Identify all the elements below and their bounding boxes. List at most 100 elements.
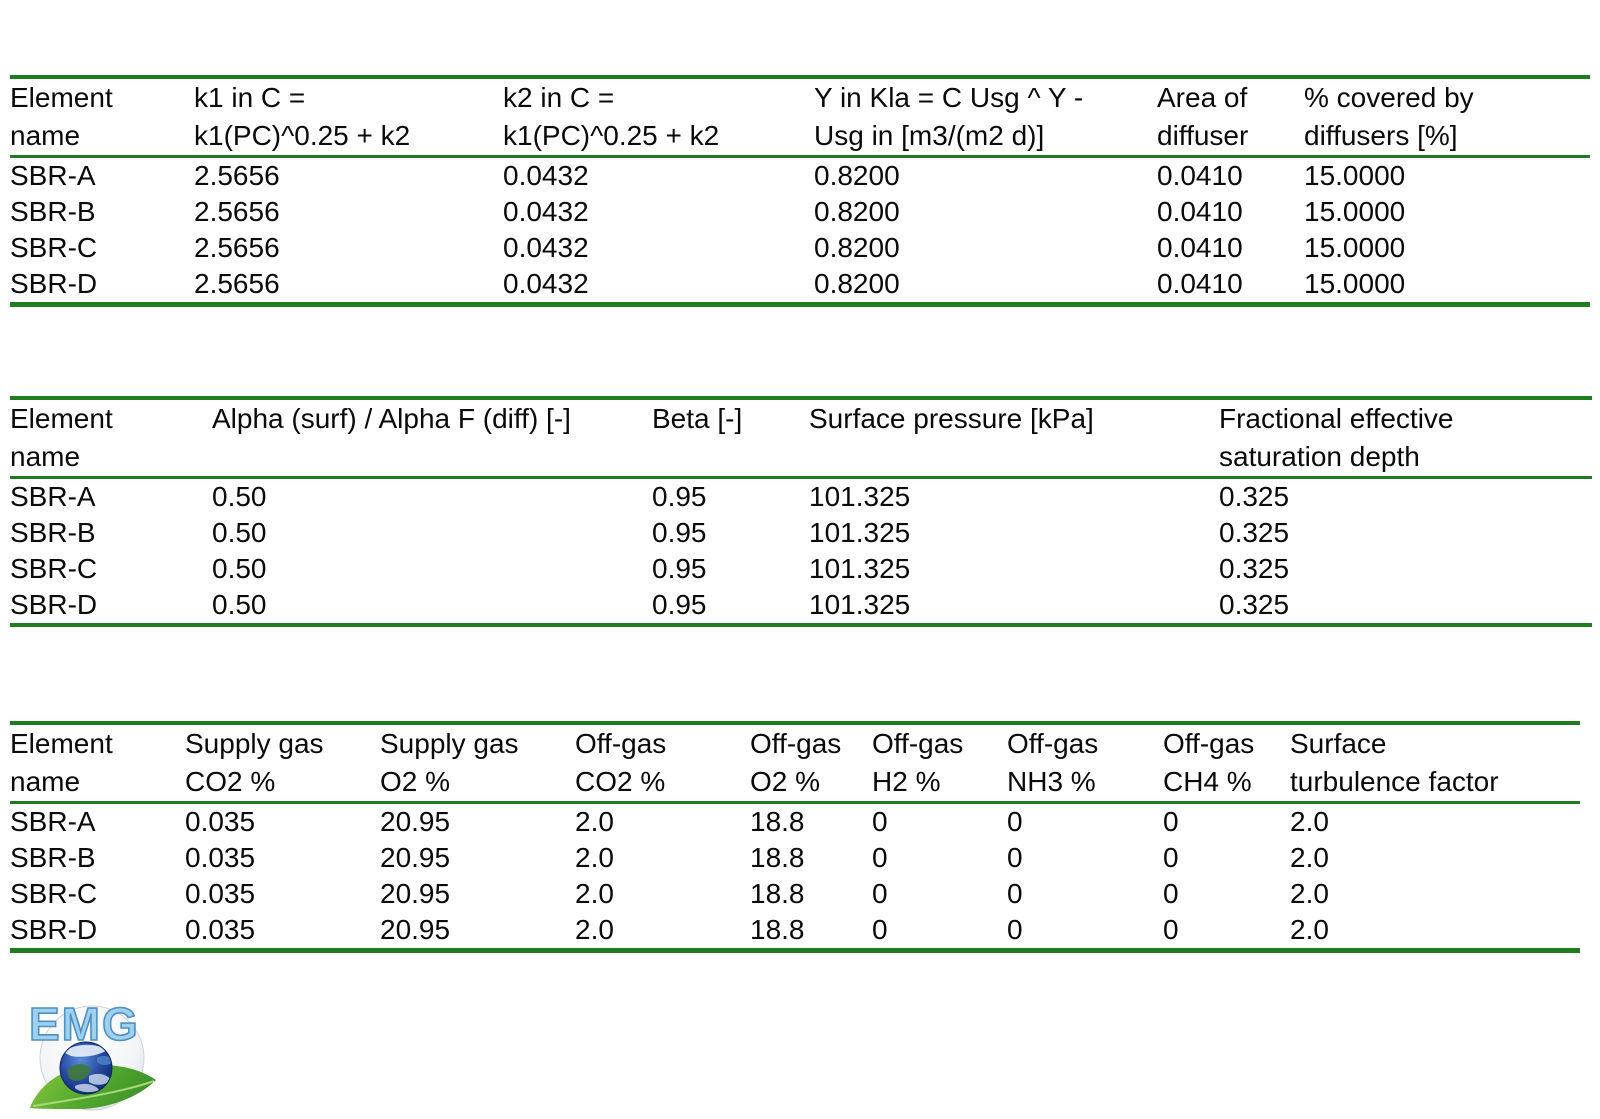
table-cell: 20.95	[380, 914, 451, 945]
table-cell: 15.0000	[1304, 268, 1406, 299]
column-header: Y in Kla = C Usg ^ Y - Usg in [m3/(m2 d)]	[814, 77, 1157, 158]
table-row: SBR-A 0.035 20.95 2.0 18.8 0 0 0 2.0	[10, 803, 1580, 841]
column-header: Supply gas CO2 %	[185, 723, 380, 804]
table-cell: 0	[1007, 878, 1023, 909]
table-cell: 0.50	[212, 517, 267, 548]
table-cell: 0.0410	[1157, 232, 1243, 263]
table-cell: SBR-A	[10, 806, 96, 837]
table-cell: 2.0	[1290, 878, 1329, 909]
table-cell: 2.5656	[194, 196, 280, 227]
table-cell: 0.325	[1219, 553, 1290, 584]
table-cell: 0.95	[652, 481, 707, 512]
table-cell: SBR-D	[10, 268, 98, 299]
table-cell: 0	[1163, 806, 1179, 837]
column-header: Element name	[10, 398, 212, 479]
table-cell: 15.0000	[1304, 160, 1406, 191]
column-header: Off-gas CO2 %	[575, 723, 750, 804]
column-header: k1 in C = k1(PC)^0.25 + k2	[194, 77, 503, 158]
table-cell: 0	[872, 806, 888, 837]
table-cell: 0.8200	[814, 268, 900, 299]
table-cell: 20.95	[380, 806, 451, 837]
column-header: Fractional effective saturation depth	[1219, 398, 1592, 479]
column-header: % covered by diffusers [%]	[1304, 77, 1590, 158]
column-header: k2 in C = k1(PC)^0.25 + k2	[503, 77, 814, 158]
table-cell: 0.325	[1219, 481, 1290, 512]
table-cell: 2.5656	[194, 160, 280, 191]
logo-text: EMG	[29, 998, 140, 1050]
table-row: SBR-D 0.035 20.95 2.0 18.8 0 0 0 2.0	[10, 912, 1580, 951]
table-cell: SBR-A	[10, 481, 96, 512]
table-cell: SBR-C	[10, 232, 98, 263]
table-cell: 0.95	[652, 517, 707, 548]
table-cell: 0.035	[185, 914, 256, 945]
column-header: Off-gas CH4 %	[1163, 723, 1290, 804]
column-header: Element name	[10, 77, 194, 158]
table-cell: 0	[1163, 914, 1179, 945]
table-row: SBR-A 0.50 0.95 101.325 0.325	[10, 478, 1592, 516]
table-cell: SBR-A	[10, 160, 96, 191]
table-cell: 0	[1007, 842, 1023, 873]
table-cell: 0.50	[212, 589, 267, 620]
table-header-row: Element name k1 in C = k1(PC)^0.25 + k2 k2 i…	[10, 77, 1590, 158]
table-cell: 101.325	[809, 481, 911, 512]
table-cell: 0.0432	[503, 196, 589, 227]
table-cell: 0.0410	[1157, 160, 1243, 191]
table-cell: 0.8200	[814, 160, 900, 191]
table-cell: 2.0	[1290, 842, 1329, 873]
table-row: SBR-D 2.5656 0.0432 0.8200 0.0410 15.0000	[10, 266, 1590, 305]
column-header: Beta [-]	[652, 398, 809, 479]
table-row: SBR-B 0.035 20.95 2.0 18.8 0 0 0 2.0	[10, 840, 1580, 876]
table-alpha-beta-pressure: Element name Alpha (surf) / Alpha F (diff)…	[10, 396, 1592, 627]
table-cell: SBR-D	[10, 589, 98, 620]
table-cell: 0.0410	[1157, 268, 1243, 299]
table-cell: SBR-D	[10, 914, 98, 945]
table-section-gas: Element name Supply gas CO2 % Supply gas O2 %…	[10, 721, 1580, 953]
table-cell: 0.035	[185, 878, 256, 909]
table-cell: SBR-B	[10, 517, 96, 548]
table-cell: 2.0	[575, 842, 614, 873]
table-cell: 101.325	[809, 553, 911, 584]
earth-icon	[59, 1041, 113, 1095]
table-cell: 0.50	[212, 481, 267, 512]
column-header: Off-gas H2 %	[872, 723, 1007, 804]
column-header: Off-gas O2 %	[750, 723, 872, 804]
table-section-alpha-beta: Element name Alpha (surf) / Alpha F (diff)…	[10, 396, 1592, 627]
table-cell: 0.8200	[814, 232, 900, 263]
table-row: SBR-C 0.035 20.95 2.0 18.8 0 0 0 2.0	[10, 876, 1580, 912]
table-cell: 2.0	[1290, 806, 1329, 837]
table-cell: 15.0000	[1304, 196, 1406, 227]
table-cell: 0.95	[652, 589, 707, 620]
table-cell: 2.0	[1290, 914, 1329, 945]
column-header: Alpha (surf) / Alpha F (diff) [-]	[212, 398, 652, 479]
table-cell: 0.95	[652, 553, 707, 584]
table-cell: 0	[872, 914, 888, 945]
column-header: Supply gas O2 %	[380, 723, 575, 804]
table-cell: 101.325	[809, 589, 911, 620]
column-header: Surface pressure [kPa]	[809, 398, 1219, 479]
table-cell: 0.0432	[503, 268, 589, 299]
table-cell: 18.8	[750, 914, 805, 945]
table-cell: 18.8	[750, 842, 805, 873]
table-row: SBR-C 2.5656 0.0432 0.8200 0.0410 15.0000	[10, 230, 1590, 266]
table-cell: 101.325	[809, 517, 911, 548]
table-cell: 0.0410	[1157, 196, 1243, 227]
emg-logo: EMG	[28, 997, 156, 1111]
table-row: SBR-A 2.5656 0.0432 0.8200 0.0410 15.0000	[10, 157, 1590, 195]
table-row: SBR-C 0.50 0.95 101.325 0.325	[10, 551, 1592, 587]
table-cell: SBR-B	[10, 842, 96, 873]
table-cell: 0.035	[185, 842, 256, 873]
table-cell: 0.50	[212, 553, 267, 584]
table-section-kla: Element name k1 in C = k1(PC)^0.25 + k2 k2 i…	[10, 75, 1590, 307]
column-header: Area of diffuser	[1157, 77, 1304, 158]
table-cell: 0.035	[185, 806, 256, 837]
table-cell: 0	[872, 878, 888, 909]
table-cell: 0.325	[1219, 517, 1290, 548]
table-cell: 0	[1163, 878, 1179, 909]
table-cell: 0.0432	[503, 232, 589, 263]
table-row: SBR-D 0.50 0.95 101.325 0.325	[10, 587, 1592, 625]
table-cell: 0.325	[1219, 589, 1290, 620]
leaf-vein	[32, 1080, 155, 1107]
table-row: SBR-B 0.50 0.95 101.325 0.325	[10, 515, 1592, 551]
table-cell: 0	[1163, 842, 1179, 873]
